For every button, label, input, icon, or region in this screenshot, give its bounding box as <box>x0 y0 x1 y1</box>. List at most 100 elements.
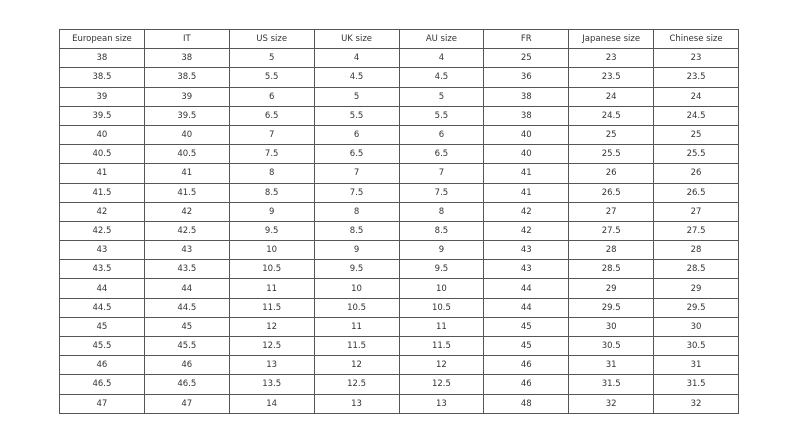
table-cell: 47 <box>143 393 230 414</box>
table-cell: 39 <box>59 86 145 107</box>
table-cell: 6.5 <box>228 105 315 126</box>
table-cell: 14 <box>228 393 315 414</box>
table-cell: 44.5 <box>143 297 230 318</box>
table-row: 43.5 43.5 10.5 9.5 9.5 43 28.5 28.5 <box>59 259 739 280</box>
table-cell: 7 <box>313 163 400 184</box>
table-cell: 25 <box>568 124 655 146</box>
table-cell: 46.5 <box>59 374 145 395</box>
table-cell: 12 <box>398 355 485 376</box>
table-cell: 43 <box>483 259 570 280</box>
column-header: Japanese size <box>568 28 655 50</box>
table-cell: 31 <box>653 355 739 376</box>
table-cell: 29.5 <box>568 297 655 318</box>
table-cell: 43.5 <box>143 259 230 280</box>
table-cell: 4 <box>313 48 400 69</box>
table-row: 41 41 8 7 7 41 26 26 <box>59 163 739 184</box>
table-cell: 42 <box>483 201 570 222</box>
table-row: 40 40 7 6 6 40 25 25 <box>59 124 739 146</box>
table-cell: 13 <box>313 393 400 414</box>
table-cell: 23 <box>568 48 655 69</box>
table-cell: 41 <box>483 163 570 184</box>
table-cell: 28 <box>568 240 655 261</box>
table-cell: 39 <box>143 86 230 107</box>
table-cell: 38 <box>143 48 230 69</box>
table-cell: 9 <box>228 201 315 222</box>
table-cell: 7.5 <box>228 144 315 165</box>
table-cell: 8.5 <box>228 182 315 203</box>
table-cell: 44 <box>483 297 570 318</box>
table-cell: 7 <box>228 124 315 146</box>
table-cell: 45 <box>483 335 570 357</box>
table-cell: 38 <box>483 86 570 107</box>
table-cell: 12.5 <box>228 335 315 357</box>
table-cell: 9 <box>313 240 400 261</box>
table-cell: 9.5 <box>228 220 315 242</box>
table-cell: 12 <box>313 355 400 376</box>
table-cell: 5 <box>228 48 315 69</box>
table-cell: 6.5 <box>313 144 400 165</box>
table-cell: 36 <box>483 67 570 88</box>
table-cell: 11 <box>398 316 485 338</box>
table-row: 44.5 44.5 11.5 10.5 10.5 44 29.5 29.5 <box>59 297 739 318</box>
table-cell: 30.5 <box>653 335 739 357</box>
table-cell: 42 <box>143 201 230 222</box>
table-cell: 29.5 <box>653 297 739 318</box>
table-cell: 11 <box>228 278 315 299</box>
table-cell: 29 <box>653 278 739 299</box>
table-cell: 4 <box>398 48 485 69</box>
table-cell: 43.5 <box>59 259 145 280</box>
table-cell: 42 <box>483 220 570 242</box>
table-cell: 5.5 <box>398 105 485 126</box>
column-header: FR <box>483 28 570 50</box>
table-cell: 46 <box>59 355 145 376</box>
table-cell: 38 <box>483 105 570 126</box>
table-cell: 23 <box>653 48 739 69</box>
table-row: 42.5 42.5 9.5 8.5 8.5 42 27.5 27.5 <box>59 220 739 242</box>
table-row: 39.5 39.5 6.5 5.5 5.5 38 24.5 24.5 <box>59 105 739 126</box>
table-cell: 40 <box>483 144 570 165</box>
table-cell: 5 <box>313 86 400 107</box>
table-cell: 46.5 <box>143 374 230 395</box>
table-cell: 42 <box>59 201 145 222</box>
table-cell: 32 <box>653 393 739 414</box>
table-cell: 12.5 <box>313 374 400 395</box>
table-cell: 25.5 <box>568 144 655 165</box>
table-cell: 38.5 <box>59 67 145 88</box>
table-cell: 45 <box>59 316 145 338</box>
table-cell: 25 <box>653 124 739 146</box>
table-cell: 43 <box>59 240 145 261</box>
table-cell: 11.5 <box>313 335 400 357</box>
table-row: 42 42 9 8 8 42 27 27 <box>59 201 739 222</box>
table-cell: 7.5 <box>398 182 485 203</box>
table-row: 43 43 10 9 9 43 28 28 <box>59 240 739 261</box>
table-cell: 25 <box>483 48 570 69</box>
table-cell: 4.5 <box>313 67 400 88</box>
table-cell: 7.5 <box>313 182 400 203</box>
table-cell: 41.5 <box>59 182 145 203</box>
table-row: 46 46 13 12 12 46 31 31 <box>59 355 739 376</box>
table-cell: 31.5 <box>653 374 739 395</box>
table-cell: 43 <box>483 240 570 261</box>
table-cell: 6 <box>398 124 485 146</box>
table-row: 41.5 41.5 8.5 7.5 7.5 41 26.5 26.5 <box>59 182 739 203</box>
table-cell: 9 <box>398 240 485 261</box>
table-cell: 24 <box>568 86 655 107</box>
table-cell: 13 <box>398 393 485 414</box>
table-cell: 26 <box>653 163 739 184</box>
table-row: 40.5 40.5 7.5 6.5 6.5 40 25.5 25.5 <box>59 144 739 165</box>
column-header: AU size <box>398 28 485 50</box>
table-cell: 44 <box>59 278 145 299</box>
table-cell: 44 <box>483 278 570 299</box>
table-cell: 12.5 <box>398 374 485 395</box>
table-cell: 46 <box>483 355 570 376</box>
table-cell: 41 <box>143 163 230 184</box>
table-cell: 41 <box>483 182 570 203</box>
table-cell: 8.5 <box>313 220 400 242</box>
table-cell: 24.5 <box>653 105 739 126</box>
table-cell: 10 <box>228 240 315 261</box>
table-cell: 5 <box>398 86 485 107</box>
table-cell: 43 <box>143 240 230 261</box>
table-cell: 40 <box>59 124 145 146</box>
table-cell: 41.5 <box>143 182 230 203</box>
table-cell: 28.5 <box>568 259 655 280</box>
